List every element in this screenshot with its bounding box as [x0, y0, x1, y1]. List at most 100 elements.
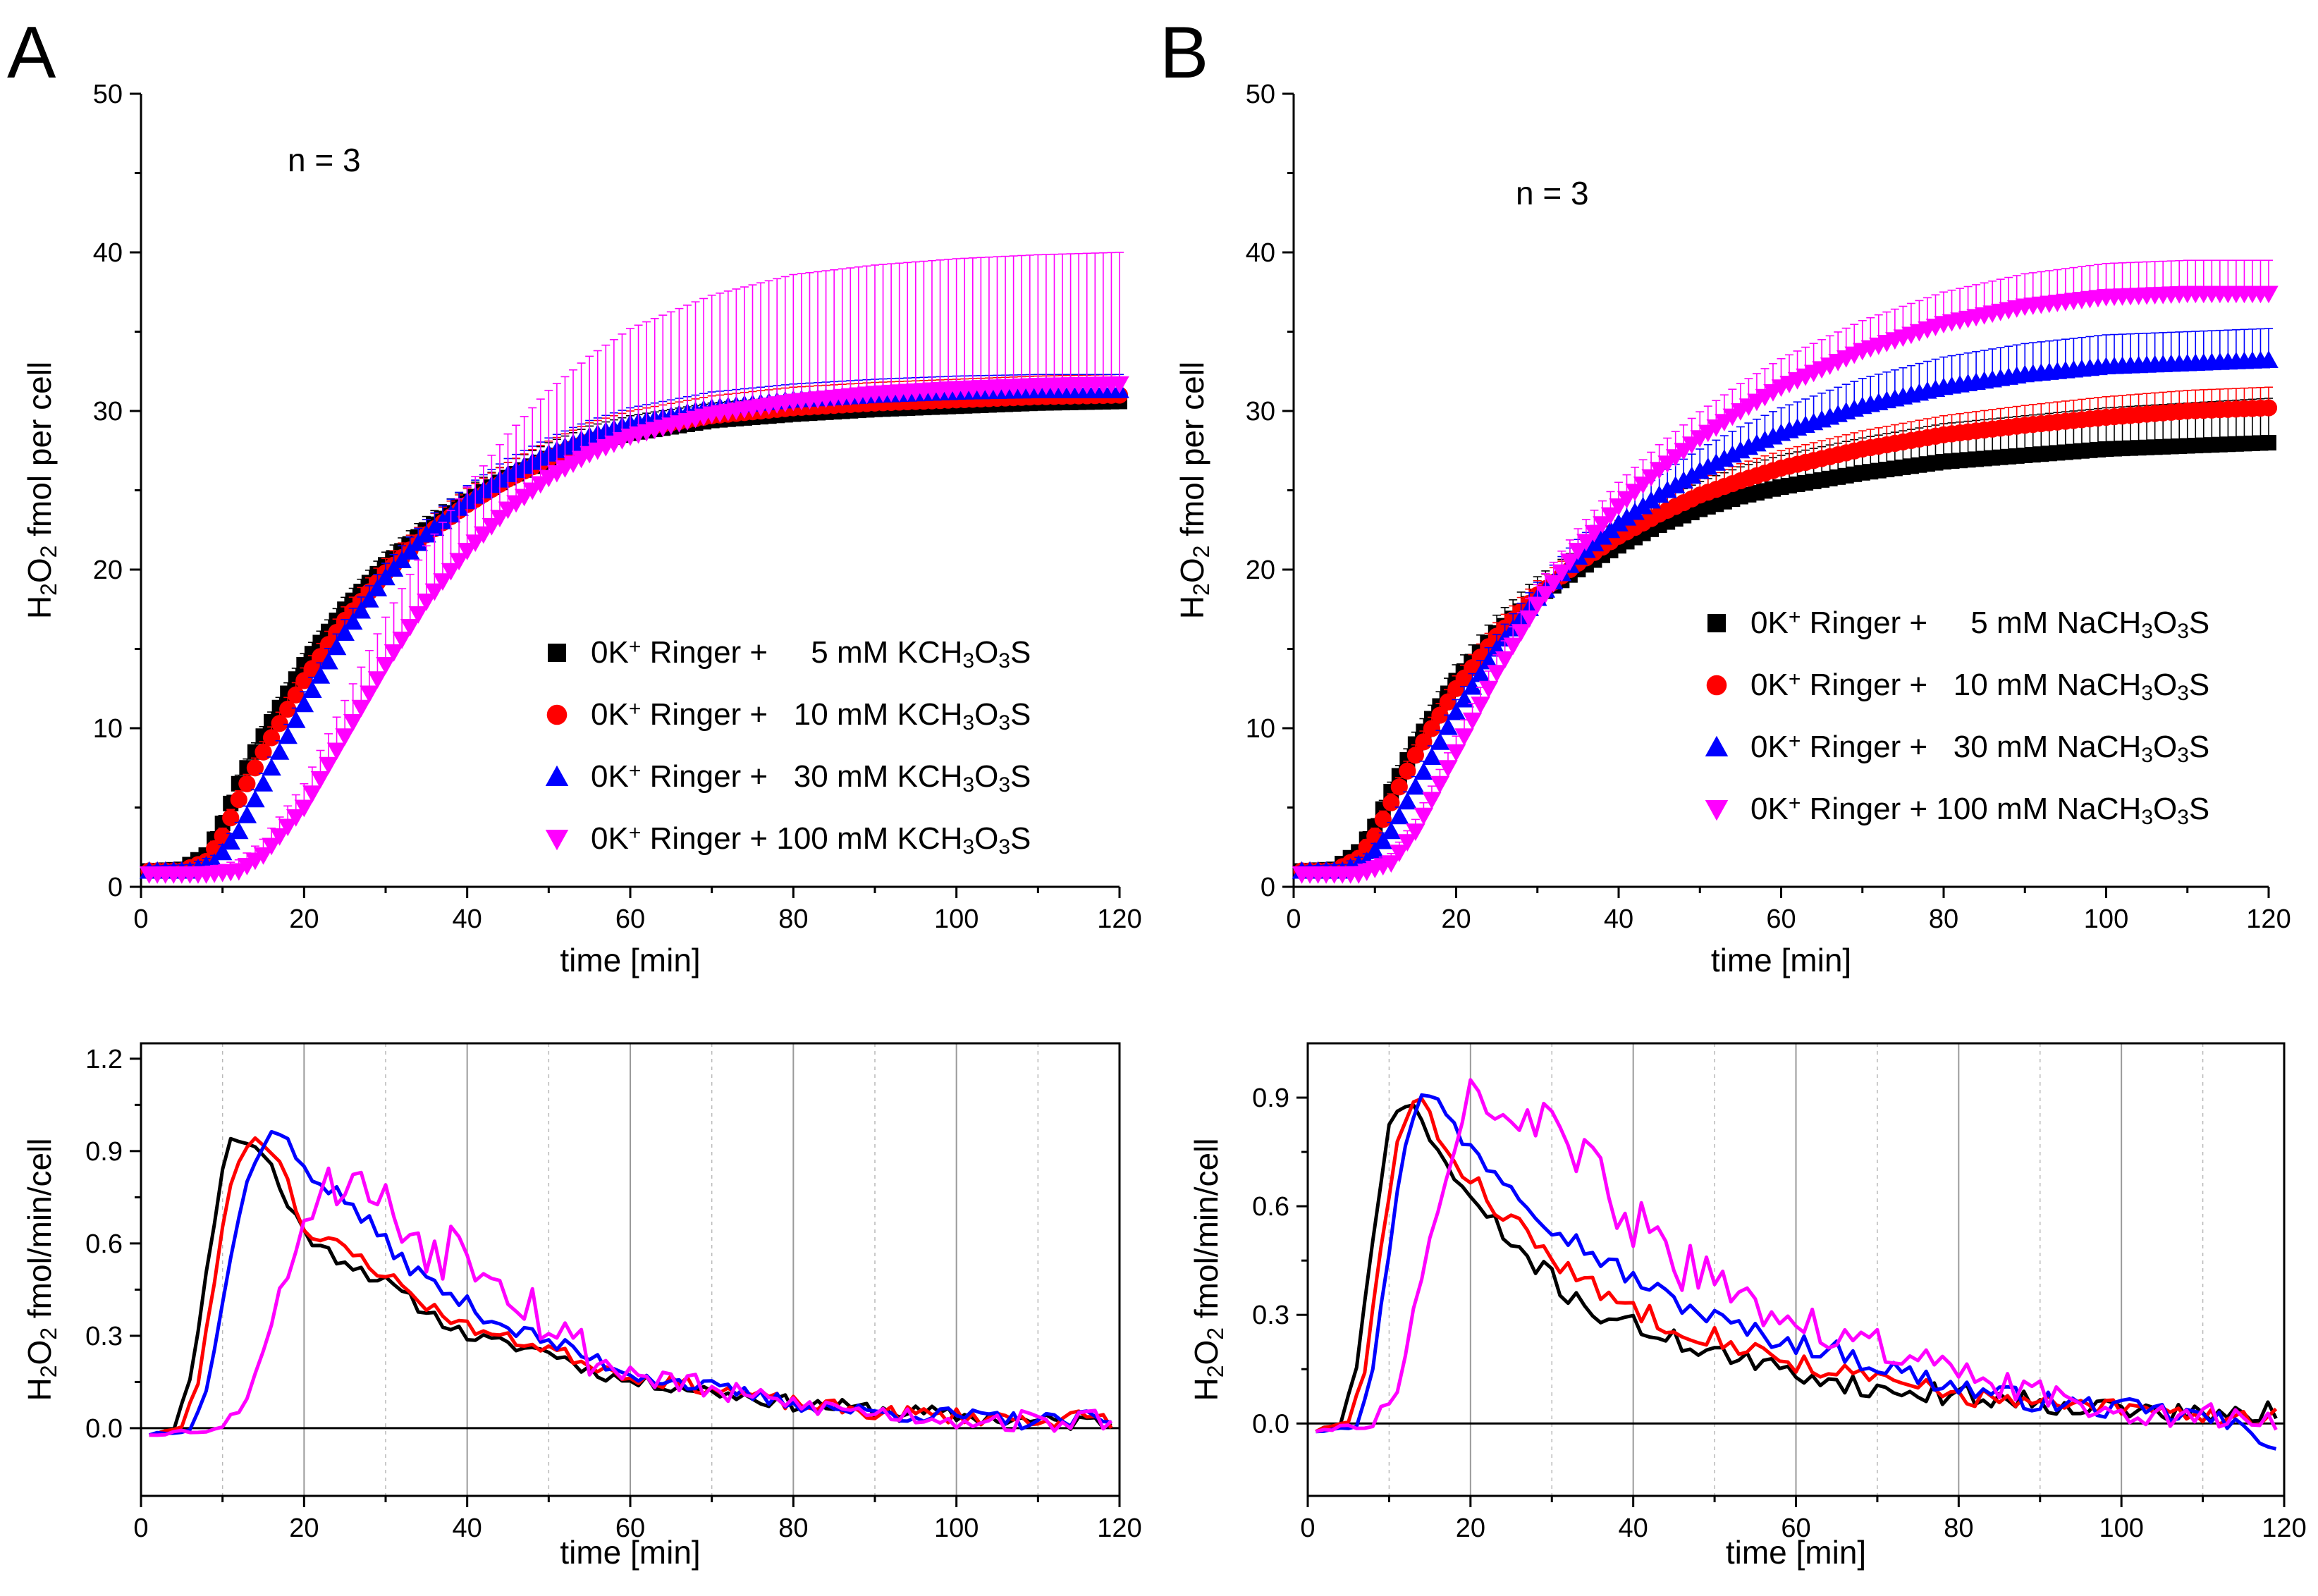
data-point: [278, 818, 298, 837]
data-point: [1576, 534, 1596, 552]
data-point: [278, 726, 298, 744]
data-point: [1110, 376, 1129, 394]
legend-label-part: +: [1789, 792, 1801, 815]
legend-label-part: S: [2189, 606, 2209, 640]
data-point: [1535, 586, 1556, 603]
data-point: [490, 510, 510, 527]
data-point: [1609, 514, 1629, 532]
data-point: [271, 715, 288, 732]
data-point: [326, 637, 347, 656]
data-point: [2259, 350, 2279, 368]
legend-marker: [545, 830, 569, 851]
data-point: [1495, 651, 1515, 669]
series-triangle-down: [1292, 259, 2279, 884]
data-point: [222, 809, 240, 827]
y-axis-label-part: 2: [1189, 583, 1214, 596]
y-tick-label: 1.2: [85, 1045, 123, 1074]
legend-label-part: 3: [2177, 682, 2189, 705]
legend-label-part: 3: [998, 649, 1010, 673]
legend-marker: [546, 704, 568, 725]
data-point: [1593, 516, 1612, 534]
data-point: [302, 680, 322, 698]
data-point: [1584, 524, 1605, 543]
legend-label-part: 3: [2141, 744, 2153, 767]
data-point: [343, 714, 363, 732]
x-tick-label: 40: [1619, 1514, 1648, 1543]
x-tick-label: 40: [1604, 904, 1633, 934]
data-point: [287, 686, 305, 704]
data-point: [400, 619, 420, 637]
y-tick-label: 0.6: [1252, 1192, 1289, 1222]
legend-label-part: S: [1010, 697, 1031, 732]
data-point: [319, 651, 338, 670]
annotation-n: n = 3: [288, 142, 361, 178]
legend-label-part: 0K: [591, 697, 629, 732]
data-point: [1657, 480, 1677, 498]
data-point: [335, 728, 355, 746]
data-point: [302, 785, 322, 803]
data-point: [1422, 747, 1442, 765]
legend-label-part: 3: [962, 835, 974, 859]
legend-label-part: 3: [998, 773, 1010, 797]
y-tick-label: 50: [1246, 80, 1275, 109]
x-tick-label: 100: [934, 1514, 979, 1543]
data-point: [1528, 596, 1547, 615]
x-tick-label: 120: [2246, 904, 2291, 934]
x-axis-label: time [min]: [560, 942, 700, 978]
y-tick-label: 30: [1246, 397, 1275, 426]
legend-label: 0K+ Ringer + 10 mM KCH3O3S: [591, 697, 1031, 735]
data-point: [417, 594, 436, 611]
data-point: [1511, 624, 1531, 642]
legend-marker: [1706, 675, 1727, 696]
y-tick-label: 0.3: [85, 1322, 123, 1351]
y-tick-label: 0.0: [85, 1414, 123, 1444]
legend-label-part: 0K: [1750, 730, 1789, 764]
data-point: [2261, 435, 2276, 450]
data-point: [1641, 491, 1661, 509]
data-point: [1406, 823, 1425, 841]
legend-label-part: O: [974, 821, 998, 856]
data-point: [1552, 564, 1572, 582]
y-tick-label: 0: [1261, 873, 1275, 902]
data-point: [408, 606, 429, 624]
data-point: [1399, 762, 1416, 780]
y-axis-label-part: 2: [36, 546, 61, 558]
x-tick-label: 60: [615, 904, 645, 934]
y-axis-label-part: 2: [36, 1327, 61, 1340]
legend-label: 0K+ Ringer + 5 mM NaCH3O3S: [1750, 606, 2209, 643]
legend-marker: [1705, 735, 1729, 756]
data-point: [286, 711, 306, 728]
series-line: [149, 1136, 1113, 1437]
data-point: [1374, 811, 1392, 828]
legend-label-part: S: [2189, 792, 2209, 826]
data-point: [230, 791, 247, 809]
data-point: [376, 657, 395, 675]
y-axis-label-part: O: [1174, 558, 1210, 583]
data-point: [253, 774, 274, 792]
data-point: [1544, 575, 1564, 593]
data-point: [269, 828, 290, 846]
legend-label-part: S: [1010, 821, 1031, 856]
legend-label-part: Ringer + 5 mM KCH: [641, 635, 962, 670]
x-tick-label: 80: [1929, 904, 1958, 934]
y-axis-label: H2O2 fmol/min/cell: [1188, 1138, 1228, 1401]
data-point: [1397, 834, 1418, 852]
data-point: [1373, 831, 1393, 849]
data-point: [1519, 610, 1539, 628]
legend-label-part: O: [2153, 606, 2177, 640]
data-point: [1390, 845, 1409, 862]
data-point: [1422, 792, 1442, 809]
x-tick-label: 20: [289, 1514, 319, 1543]
legend-label: 0K+ Ringer + 30 mM KCH3O3S: [591, 759, 1031, 797]
data-point: [449, 553, 469, 571]
series-line: [148, 1129, 1112, 1437]
data-point: [1471, 696, 1490, 714]
data-point: [294, 694, 314, 713]
legend-label-part: Ringer + 10 mM NaCH: [1801, 668, 2141, 702]
legend-label-part: 0K: [591, 635, 629, 670]
legend-label-part: 3: [962, 773, 974, 797]
data-point: [360, 685, 379, 704]
x-axis-label: time [min]: [1726, 1534, 1866, 1571]
